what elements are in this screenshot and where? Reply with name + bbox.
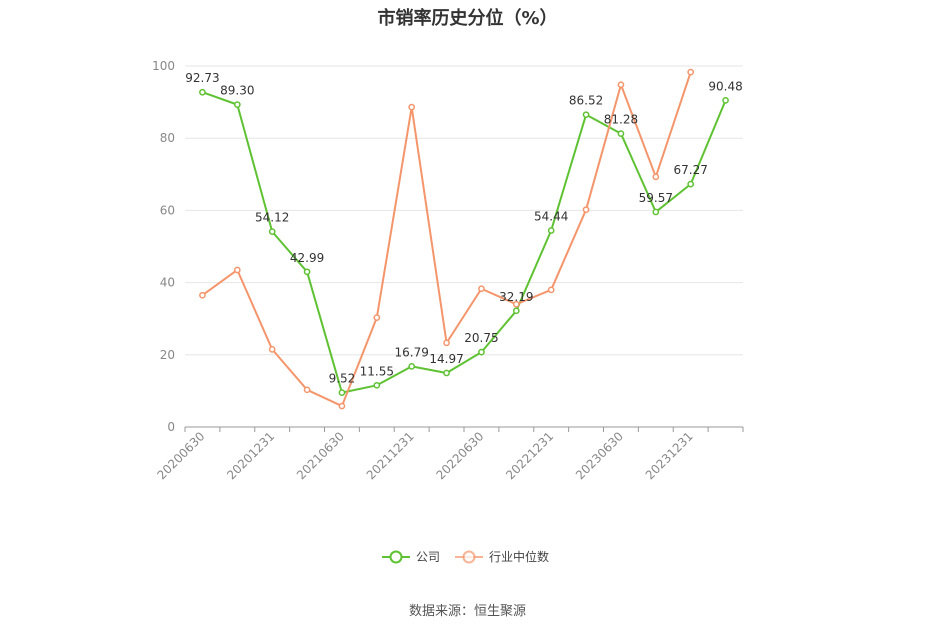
- data-label: 42.99: [290, 251, 324, 265]
- data-label: 92.73: [185, 71, 219, 85]
- data-point: [582, 206, 590, 214]
- legend-item-1[interactable]: 行业中位数: [455, 549, 549, 564]
- data-label: 81.28: [604, 113, 638, 127]
- data-point: [373, 381, 381, 389]
- chart-title: 市销率历史分位（%）: [377, 8, 558, 29]
- data-point: [268, 346, 276, 353]
- data-label: 16.79: [395, 345, 429, 359]
- y-tick-label: 80: [160, 131, 175, 145]
- data-point: [687, 180, 695, 188]
- data-label: 89.30: [220, 84, 254, 98]
- data-point: [478, 285, 485, 293]
- data-point: [303, 386, 311, 394]
- data-point: [303, 268, 311, 276]
- data-point: [617, 81, 625, 89]
- legend-item-0[interactable]: 公司: [382, 550, 440, 564]
- data-point: [338, 402, 346, 410]
- data-point: [512, 307, 520, 315]
- x-tick-label: 20220630: [433, 429, 486, 482]
- data-point: [268, 228, 276, 235]
- x-tick-label: 20201231: [224, 429, 277, 482]
- x-tick-label: 20210630: [294, 429, 347, 482]
- data-label: 86.52: [569, 94, 603, 108]
- source-note: 数据来源：恒生聚源: [408, 604, 526, 619]
- x-tick-label: 20200630: [154, 429, 207, 482]
- data-point: [199, 291, 206, 299]
- data-label: 20.75: [464, 331, 498, 345]
- data-label: 59.57: [639, 191, 673, 205]
- legend-marker: [462, 550, 476, 564]
- legend-marker: [389, 550, 403, 564]
- data-label: 67.27: [674, 163, 708, 177]
- x-tick-label: 20221231: [503, 429, 556, 482]
- data-label: 32.19: [499, 290, 533, 304]
- axes: 0 20 40 60 80 100 20200630 20201231 20210630 2021…: [152, 59, 744, 482]
- data-point: [233, 266, 241, 274]
- legend-label: 公司: [416, 550, 440, 564]
- y-tick-label: 0: [167, 420, 175, 434]
- data-point: [478, 348, 485, 356]
- data-point: [338, 389, 346, 396]
- grid-lines: [185, 65, 743, 356]
- data-point: [687, 68, 695, 76]
- data-point: [373, 314, 381, 321]
- series-line-0: [202, 91, 727, 394]
- series-layer: [199, 68, 729, 410]
- y-tick-label: 100: [152, 59, 175, 73]
- data-label: 54.12: [255, 211, 289, 225]
- data-point: [652, 173, 660, 181]
- data-label: 90.48: [708, 79, 742, 93]
- data-label: 14.97: [429, 352, 463, 366]
- data-point: [547, 286, 555, 294]
- y-tick-label: 20: [160, 348, 175, 362]
- data-point: [617, 130, 625, 137]
- legend-label: 行业中位数: [489, 549, 549, 564]
- data-label: 9.52: [329, 372, 356, 386]
- x-tick-label: 20211231: [364, 429, 417, 482]
- x-tick-label: 20230630: [573, 429, 626, 482]
- data-label: 54.44: [534, 209, 568, 223]
- data-point: [547, 227, 555, 234]
- data-point: [233, 101, 241, 108]
- data-point: [443, 339, 450, 347]
- data-point: [199, 88, 206, 96]
- x-tick-label: 20231231: [643, 429, 696, 482]
- y-tick-label: 40: [160, 276, 175, 290]
- y-tick-label: 60: [160, 203, 175, 217]
- data-point: [408, 103, 416, 111]
- data-point: [652, 208, 660, 216]
- data-point: [443, 369, 450, 377]
- data-label: 11.55: [360, 364, 394, 378]
- data-point: [512, 300, 520, 308]
- legend[interactable]: 公司 行业中位数: [382, 549, 549, 564]
- data-point: [582, 111, 590, 119]
- data-point: [722, 97, 729, 104]
- data-point: [408, 363, 416, 370]
